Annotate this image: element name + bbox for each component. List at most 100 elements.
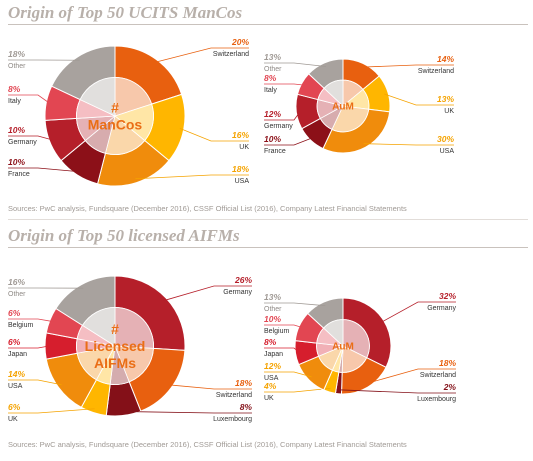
leader-line	[8, 167, 80, 173]
leader-line	[135, 174, 249, 180]
center-label: AuM	[332, 342, 354, 353]
leader-line	[264, 111, 301, 121]
slice-label: Japan	[8, 351, 27, 358]
leader-line	[264, 347, 300, 353]
slice-label: Switzerland	[216, 392, 252, 399]
slice-percent: 14%	[437, 54, 454, 64]
slice-percent: 16%	[8, 277, 25, 287]
pie-slice-inner-other	[79, 77, 116, 117]
slice-label: France	[264, 148, 286, 155]
slice-label: Other	[8, 291, 26, 298]
leader-line	[384, 93, 454, 106]
slice-percent: 2%	[443, 382, 457, 392]
slice-label: Germany	[264, 123, 293, 130]
slice-label: Japan	[264, 351, 283, 358]
leader-line	[264, 324, 304, 329]
leader-line	[380, 301, 456, 324]
slice-label: UK	[264, 395, 274, 402]
leader-line	[338, 389, 456, 394]
slice-percent: 6%	[8, 337, 21, 347]
leader-line	[361, 64, 454, 68]
leader-line	[264, 371, 312, 378]
section-title-ucits: Origin of Top 50 UCITS ManCos	[8, 3, 243, 22]
slice-label: Germany	[223, 289, 252, 296]
slice-percent: 13%	[264, 52, 281, 62]
pie-slice-inner-other	[323, 79, 344, 107]
leader-line	[8, 318, 54, 323]
slice-label: Luxembourg	[213, 416, 252, 423]
slice-label: USA	[440, 148, 455, 155]
slice-percent: 6%	[8, 308, 21, 318]
slice-percent: 8%	[264, 337, 277, 347]
slice-percent: 13%	[264, 292, 281, 302]
leader-line	[264, 387, 331, 393]
title-rule	[8, 247, 528, 248]
center-label: AIFMs	[94, 355, 136, 371]
slice-label: Switzerland	[420, 372, 456, 379]
leader-line	[179, 127, 249, 142]
slice-percent: 20%	[231, 37, 249, 47]
slice-percent: 10%	[8, 125, 25, 135]
pie-chart-2: 14% Switzerland 13% UK 30% USA 10% France 12% Ger…	[264, 52, 454, 155]
slice-percent: 8%	[264, 73, 277, 83]
slice-label: Other	[8, 63, 26, 70]
leader-line	[264, 83, 306, 86]
leader-line	[365, 368, 456, 385]
slice-percent: 6%	[8, 402, 21, 412]
leader-line	[8, 135, 54, 141]
leader-line	[8, 408, 95, 414]
pie-chart-4: 32% Germany 18% Switzerland 2% Luxembourg 4% UK…	[263, 291, 456, 403]
leader-line	[123, 411, 252, 414]
title-rule	[8, 24, 528, 25]
slice-label: Italy	[264, 87, 277, 94]
slice-percent: 26%	[234, 275, 252, 285]
leader-line	[264, 136, 314, 146]
leader-line	[163, 285, 252, 302]
slice-label: Switzerland	[213, 51, 249, 58]
slice-label: USA	[235, 178, 250, 185]
center-label: ManCos	[88, 116, 143, 132]
slice-percent: 30%	[437, 134, 454, 144]
section-title-aifm: Origin of Top 50 licensed AIFMs	[8, 226, 240, 245]
slice-label: Other	[264, 66, 282, 73]
leader-line	[153, 47, 249, 63]
slice-percent: 10%	[264, 314, 281, 324]
slice-percent: 18%	[8, 49, 25, 59]
center-label: AuM	[332, 102, 354, 113]
slice-label: UK	[8, 416, 18, 423]
slice-percent: 16%	[232, 130, 249, 140]
leader-line	[264, 302, 326, 307]
slice-percent: 8%	[240, 402, 253, 412]
pie-chart-1: 20% Switzerland 16% UK 18% USA 10% France 10% Ger…	[8, 37, 250, 187]
pie-slice-inner-other	[323, 319, 344, 347]
slice-percent: 10%	[8, 157, 25, 167]
slice-label: Other	[264, 306, 282, 313]
source-note: Sources: PwC analysis, Fundsquare (Decem…	[8, 204, 407, 213]
slice-percent: 12%	[264, 109, 281, 119]
slice-label: Luxembourg	[417, 396, 456, 403]
leader-line	[8, 379, 62, 386]
slice-percent: 13%	[437, 94, 454, 104]
slice-label: USA	[264, 375, 279, 382]
slice-label: Belgium	[264, 328, 289, 335]
slice-percent: 14%	[8, 369, 25, 379]
slice-label: Belgium	[8, 322, 33, 329]
center-label: Licensed	[85, 338, 146, 354]
pie-slice-inner-other	[81, 307, 116, 347]
slice-percent: 18%	[439, 358, 456, 368]
slice-label: UK	[239, 144, 249, 151]
slice-label: France	[8, 171, 30, 178]
slice-label: Germany	[427, 305, 456, 312]
leader-line	[168, 384, 252, 390]
slice-label: Italy	[8, 98, 21, 105]
slice-percent: 18%	[232, 164, 249, 174]
center-label: #	[111, 321, 119, 337]
slice-percent: 18%	[235, 378, 252, 388]
slice-label: UK	[444, 108, 454, 115]
slice-label: Switzerland	[418, 68, 454, 75]
slice-percent: 4%	[263, 381, 277, 391]
slice-percent: 12%	[264, 361, 281, 371]
slice-label: USA	[8, 383, 23, 390]
center-label: #	[111, 99, 119, 115]
